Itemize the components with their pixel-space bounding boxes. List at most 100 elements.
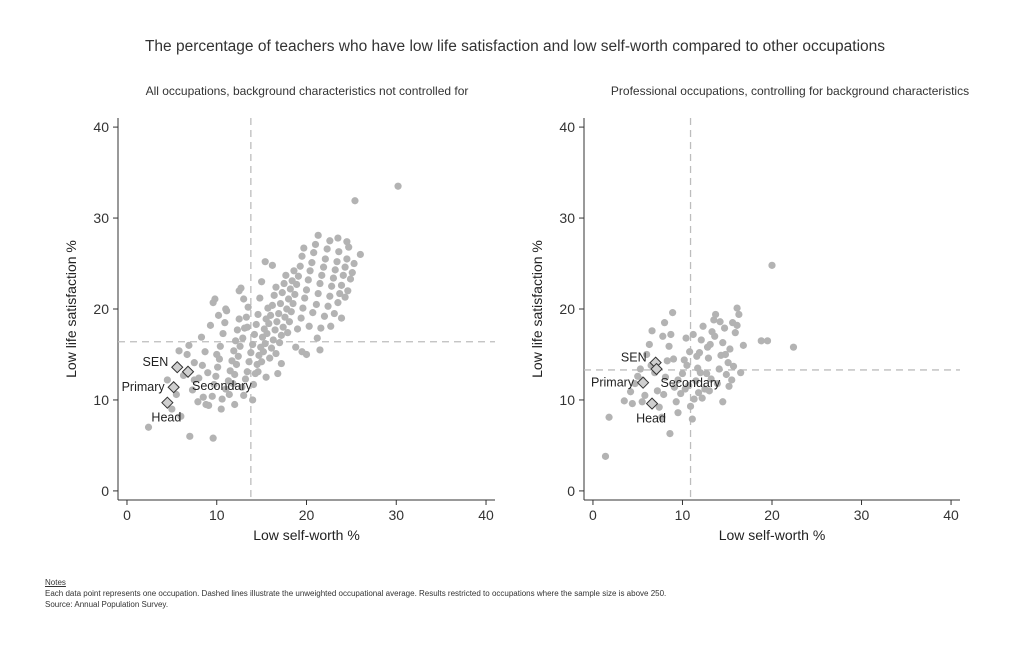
panel2-occupation-point	[757, 337, 765, 345]
panel1-occupation-point	[261, 258, 269, 266]
panel1-occupation-point	[235, 315, 243, 323]
panel1-occupation-point	[324, 302, 332, 310]
panel2-occupation-point	[689, 330, 697, 339]
panel2-occupation-point	[763, 337, 772, 345]
panel2-occupation-point	[789, 343, 798, 351]
panel1-occupation-point	[289, 299, 297, 308]
panel2-occupation-point	[669, 309, 677, 317]
panel1-occupation-point	[241, 375, 250, 383]
panel2-occupation-point	[712, 310, 720, 319]
panel1-occupation-point	[348, 269, 356, 277]
panel1-occupation-point	[274, 369, 282, 378]
panel1-occupation-point	[300, 244, 308, 252]
panel1-occupation-point	[282, 271, 290, 279]
panel1-occupation-point	[261, 339, 269, 348]
notes-line-2: Source: Annual Population Survey.	[45, 600, 169, 609]
panel1-occupation-point	[275, 339, 284, 347]
panel2-occupation-point	[704, 354, 713, 362]
panel1-occupation-point	[313, 334, 321, 342]
panel1-occupation-point	[277, 331, 285, 339]
panel1-occupation-point	[244, 303, 252, 311]
panel1-occupation-point	[341, 293, 349, 301]
panel1-occupation-point	[197, 333, 206, 341]
panel1-occupation-point	[272, 349, 280, 358]
panel1-occupation-point	[345, 243, 353, 251]
panel1-teacher-label: Head	[151, 411, 181, 425]
panel1-occupation-point	[350, 259, 358, 268]
panel2-occupation-point	[670, 383, 679, 391]
panel1-x-axis-label: Low self-worth %	[253, 527, 360, 543]
panel1-occupation-point	[247, 349, 255, 357]
charts-area: All occupations, background characterist…	[63, 84, 969, 543]
panel2-occupation-point	[641, 391, 649, 400]
panel2-occupation-point	[643, 350, 651, 359]
panel1-occupation-point	[278, 289, 286, 297]
panel1-occupation-point	[316, 346, 324, 354]
panel2-occupation-point	[686, 348, 694, 356]
panel2-occupation-point	[674, 376, 682, 384]
panel2-occupation-point	[720, 324, 729, 332]
panel1-teacher-marker	[161, 396, 174, 409]
panel1-occupation-point	[298, 348, 306, 356]
panel2-occupation-point	[628, 399, 636, 408]
panel2-occupation-point	[638, 398, 646, 406]
panel1-occupation-point	[284, 329, 292, 337]
panel2-occupation-point	[665, 342, 673, 350]
panel1-occupation-point	[312, 300, 320, 309]
panel1-occupation-point	[296, 262, 304, 270]
panel1-y-axis-label: Low life satisfaction %	[63, 240, 79, 378]
panel2-occupation-point	[692, 377, 700, 385]
panel1-occupation-point	[267, 344, 276, 352]
panel2-occupation-point	[661, 373, 670, 381]
panel2-y-tick-label: 40	[559, 119, 575, 135]
panel1-occupation-point	[249, 340, 257, 349]
panel1-occupation-point	[213, 350, 221, 359]
panel1-occupation-point	[287, 308, 295, 316]
panel1-x-tick-label: 30	[388, 507, 404, 523]
panel1-occupation-point	[190, 376, 198, 384]
panel1-occupation-point	[234, 352, 242, 360]
panel1-y-tick-label: 40	[93, 119, 109, 135]
panel1-occupation-point	[318, 271, 326, 279]
panel2-occupation-point	[729, 319, 737, 327]
panel2-occupation-point	[719, 398, 727, 406]
panel2-occupation-point	[680, 356, 688, 364]
panel1-occupation-point	[210, 380, 218, 389]
panel1-occupation-point	[334, 234, 342, 242]
panel1-occupation-point	[292, 343, 300, 351]
panel2-y-tick-label: 20	[559, 301, 575, 317]
panel1-occupation-point	[205, 401, 213, 410]
panel2-occupation-point	[703, 369, 711, 378]
panel2-occupation-point	[729, 362, 738, 370]
panel1-occupation-point	[269, 336, 277, 344]
panel1-occupation-point	[199, 393, 207, 401]
panel2-occupation-point	[601, 452, 610, 460]
panel1-occupation-point	[310, 249, 318, 257]
panel2-occupation-point	[626, 388, 635, 396]
panel1-occupation-point	[254, 310, 262, 319]
panel2-occupation-point	[707, 375, 715, 383]
panel2-x-tick-label: 20	[764, 507, 780, 523]
panel2-occupation-point	[620, 397, 628, 405]
panel1-occupation-point	[293, 280, 301, 289]
panel1-occupation-point	[323, 245, 331, 253]
panel1-x-tick-label: 20	[299, 507, 315, 523]
panel1-x-tick-label: 0	[123, 507, 131, 523]
panel1-occupation-point	[297, 314, 305, 322]
panel2-occupation-point	[724, 359, 732, 367]
panel1-occupation-point	[276, 299, 285, 308]
panel2-teacher-label: Head	[636, 412, 666, 426]
panel1-occupation-point	[394, 182, 402, 190]
panel1-teacher-label: SEN	[143, 355, 169, 369]
panel2-x-tick-label: 10	[675, 507, 691, 523]
panel1-occupation-point	[329, 274, 338, 282]
panel1-occupation-point	[351, 197, 359, 205]
panel1-occupation-point	[258, 278, 266, 286]
panel1-occupation-point	[316, 279, 324, 288]
panel1-occupation-point	[298, 252, 306, 260]
panel2-occupation-point	[683, 361, 691, 369]
panel1-y-tick-label: 0	[101, 483, 109, 499]
panel1-occupation-point	[344, 287, 352, 295]
panel2-occupation-point	[711, 332, 719, 340]
panel2-occupation-point	[686, 402, 695, 410]
